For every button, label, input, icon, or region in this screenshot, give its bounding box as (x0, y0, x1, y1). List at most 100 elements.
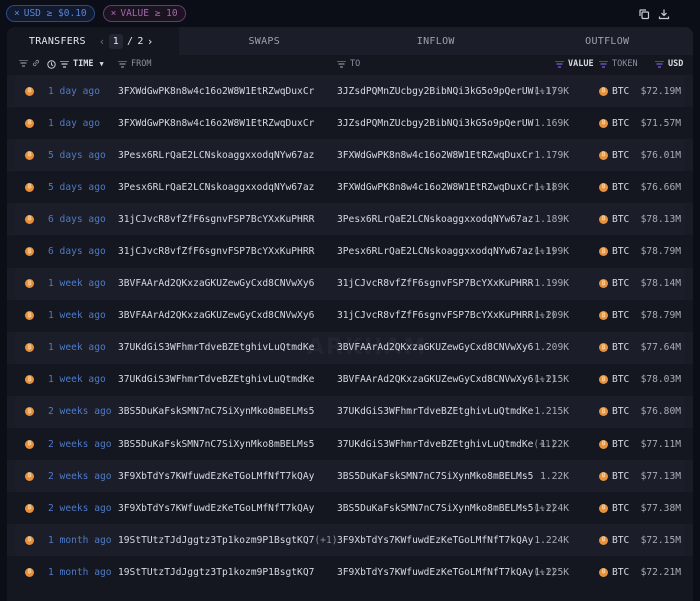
from-address[interactable]: 3F9XbTdYs7KWfuwdEzKeTGoLMfNfT7kQAy (118, 502, 315, 514)
tab-transfers[interactable]: TRANSFERS ‹ 1 / 2 › (7, 27, 179, 55)
current-page[interactable]: 1 (108, 33, 124, 49)
table-row[interactable]: ₿ 2 weeks ago 3BS5DuKaFskSMN7nC7SiXynMko… (7, 428, 693, 460)
to-address[interactable]: 3F9XbTdYs7KWfuwdEzKeTGoLMfNfT7kQAy (+1) (337, 566, 557, 578)
time-link[interactable]: 6 days ago (48, 213, 106, 225)
token-cell[interactable]: ₿ BTC (599, 300, 629, 332)
token-cell[interactable]: ₿ BTC (599, 75, 629, 107)
time-link[interactable]: 5 days ago (48, 149, 106, 161)
to-address[interactable]: 3Pesx6RLrQaE2LCNskoaggxxodqNYw67az (337, 213, 534, 225)
copy-icon[interactable] (638, 8, 650, 20)
time-link[interactable]: 1 week ago (48, 374, 106, 386)
time-link[interactable]: 1 week ago (48, 278, 106, 290)
filter-icon[interactable] (118, 60, 127, 68)
table-row[interactable]: ₿ 2 weeks ago 3F9XbTdYs7KWfuwdEzKeTGoLMf… (7, 492, 693, 524)
token-cell[interactable]: ₿ BTC (599, 332, 629, 364)
header-to[interactable]: TO (337, 59, 360, 69)
time-link[interactable]: 1 month ago (48, 534, 112, 546)
table-row[interactable]: ₿ 1 month ago 19StTUtzTJdJggtz3Tp1kozm9P… (7, 524, 693, 557)
from-address[interactable]: 3FXWdGwPK8n8w4c16o2W8W1EtRZwqDuxCr (118, 117, 315, 129)
token-cell[interactable]: ₿ BTC (599, 428, 629, 460)
filter-icon[interactable] (19, 59, 28, 67)
time-link[interactable]: 2 weeks ago (48, 470, 112, 482)
from-address[interactable]: 3F9XbTdYs7KWfuwdEzKeTGoLMfNfT7kQAy (118, 470, 315, 482)
time-link[interactable]: 1 week ago (48, 310, 106, 322)
from-address[interactable]: 3Pesx6RLrQaE2LCNskoaggxxodqNYw67az (118, 181, 315, 193)
from-address[interactable]: 3Pesx6RLrQaE2LCNskoaggxxodqNYw67az (118, 149, 315, 161)
time-link[interactable]: 6 days ago (48, 246, 106, 258)
token-cell[interactable]: ₿ BTC (599, 460, 629, 492)
from-address[interactable]: 37UKdGiS3WFhmrTdveBZEtghivLuQtmdKe (118, 342, 315, 354)
to-address[interactable]: 37UKdGiS3WFhmrTdveBZEtghivLuQtmdKe (337, 406, 534, 418)
table-row[interactable]: ₿ 2 weeks ago 3BS5DuKaFskSMN7nC7SiXynMko… (7, 395, 693, 429)
time-link[interactable]: 2 weeks ago (48, 406, 112, 418)
time-link[interactable]: 2 weeks ago (48, 438, 112, 450)
from-address[interactable]: 31jCJvcR8vfZfF6sgnvFSP7BcYXxKuPHRR (118, 213, 315, 225)
filter-active-icon[interactable] (555, 60, 564, 68)
table-row[interactable]: ₿ 1 week ago 3BVFAArAd2QKxzaGKUZewGyCxd8… (7, 300, 693, 332)
table-row[interactable]: ₿ 1 week ago 37UKdGiS3WFhmrTdveBZEtghivL… (7, 331, 693, 364)
filter-icon[interactable] (60, 60, 69, 68)
header-time[interactable]: TIME ▼ (47, 59, 104, 69)
time-link[interactable]: 1 day ago (48, 117, 100, 129)
table-row[interactable]: ₿ 1 week ago 37UKdGiS3WFhmrTdveBZEtghivL… (7, 364, 693, 396)
to-address[interactable]: 3JZsdPQMnZUcbgy2BibNQi3kG5o9pQerUW (+1) (337, 85, 557, 97)
from-address[interactable]: 19StTUtzTJdJggtz3Tp1kozm9P1BsgtKQ7 (118, 566, 315, 578)
remove-filter-icon[interactable]: × (110, 8, 117, 19)
from-address[interactable]: 3FXWdGwPK8n8w4c16o2W8W1EtRZwqDuxCr (118, 85, 315, 97)
tab-outflow[interactable]: OUTFLOW (521, 27, 693, 55)
token-cell[interactable]: ₿ BTC (599, 235, 629, 267)
to-address[interactable]: 3FXWdGwPK8n8w4c16o2W8W1EtRZwqDuxCr (+1) (337, 181, 557, 193)
to-address[interactable]: 3F9XbTdYs7KWfuwdEzKeTGoLMfNfT7kQAy (337, 534, 534, 546)
token-cell[interactable]: ₿ BTC (599, 203, 629, 235)
header-value[interactable]: VALUE (555, 59, 594, 69)
filter-icon[interactable] (337, 60, 346, 68)
token-cell[interactable]: ₿ BTC (599, 139, 629, 171)
filter-chip-usd[interactable]: × USD ≥ $0.10 (6, 5, 95, 22)
from-address[interactable]: 3BVFAArAd2QKxzaGKUZewGyCxd8CNVwXy6 (118, 278, 315, 290)
to-address[interactable]: 3JZsdPQMnZUcbgy2BibNQi3kG5o9pQerUW (337, 117, 534, 129)
from-address[interactable]: 3BS5DuKaFskSMN7nC7SiXynMko8mBELMs5 (118, 438, 315, 450)
from-address[interactable]: 3BS5DuKaFskSMN7nC7SiXynMko8mBELMs5 (118, 406, 315, 418)
time-link[interactable]: 1 day ago (48, 85, 100, 97)
header-token[interactable]: TOKEN (599, 59, 638, 69)
token-cell[interactable]: ₿ BTC (599, 396, 629, 428)
table-row[interactable]: ₿ 2 weeks ago 3F9XbTdYs7KWfuwdEzKeTGoLMf… (7, 460, 693, 493)
to-address[interactable]: 3FXWdGwPK8n8w4c16o2W8W1EtRZwqDuxCr (337, 149, 534, 161)
table-row[interactable]: ₿ 1 day ago 3FXWdGwPK8n8w4c16o2W8W1EtRZw… (7, 75, 693, 108)
from-address[interactable]: 19StTUtzTJdJggtz3Tp1kozm9P1BsgtKQ7 (+1) (118, 534, 338, 546)
table-row[interactable]: ₿ 1 week ago 3BVFAArAd2QKxzaGKUZewGyCxd8… (7, 267, 693, 300)
filter-active-icon[interactable] (655, 60, 664, 68)
token-cell[interactable]: ₿ BTC (599, 524, 629, 556)
token-cell[interactable]: ₿ BTC (599, 171, 629, 203)
to-address[interactable]: 3Pesx6RLrQaE2LCNskoaggxxodqNYw67az (+1) (337, 246, 557, 258)
to-address[interactable]: 3BVFAArAd2QKxzaGKUZewGyCxd8CNVwXy6 (+1) (337, 374, 557, 386)
header-from[interactable]: FROM (118, 59, 151, 69)
to-address[interactable]: 3BS5DuKaFskSMN7nC7SiXynMko8mBELMs5 (337, 470, 534, 482)
table-row[interactable]: ₿ 6 days ago 31jCJvcR8vfZfF6sgnvFSP7BcYX… (7, 203, 693, 236)
time-link[interactable]: 1 month ago (48, 566, 112, 578)
time-link[interactable]: 2 weeks ago (48, 502, 112, 514)
table-row[interactable]: ₿ 1 day ago 3FXWdGwPK8n8w4c16o2W8W1EtRZw… (7, 107, 693, 139)
to-address[interactable]: 31jCJvcR8vfZfF6sgnvFSP7BcYXxKuPHRR (337, 278, 534, 290)
token-cell[interactable]: ₿ BTC (599, 556, 629, 588)
to-address[interactable]: 3BVFAArAd2QKxzaGKUZewGyCxd8CNVwXy6 (337, 342, 534, 354)
filter-active-icon[interactable] (599, 60, 608, 68)
to-address[interactable]: 3BS5DuKaFskSMN7nC7SiXynMko8mBELMs5 (+1) (337, 502, 557, 514)
from-address[interactable]: 37UKdGiS3WFhmrTdveBZEtghivLuQtmdKe (118, 374, 315, 386)
token-cell[interactable]: ₿ BTC (599, 268, 629, 300)
header-usd[interactable]: USD (655, 59, 683, 69)
next-page-button[interactable]: › (146, 34, 154, 48)
table-row[interactable]: ₿ 1 month ago 19StTUtzTJdJggtz3Tp1kozm9P… (7, 556, 693, 588)
tab-swaps[interactable]: SWAPS (178, 27, 350, 55)
tab-inflow[interactable]: INFLOW (350, 27, 522, 55)
filter-chip-value[interactable]: × VALUE ≥ 10 (102, 5, 186, 22)
download-icon[interactable] (658, 8, 670, 20)
from-address[interactable]: 3BVFAArAd2QKxzaGKUZewGyCxd8CNVwXy6 (118, 310, 315, 322)
table-row[interactable]: ₿ 5 days ago 3Pesx6RLrQaE2LCNskoaggxxodq… (7, 139, 693, 172)
token-cell[interactable]: ₿ BTC (599, 364, 629, 396)
time-link[interactable]: 5 days ago (48, 181, 106, 193)
token-cell[interactable]: ₿ BTC (599, 492, 629, 524)
table-row[interactable]: ₿ 6 days ago 31jCJvcR8vfZfF6sgnvFSP7BcYX… (7, 235, 693, 267)
table-row[interactable]: ₿ 5 days ago 3Pesx6RLrQaE2LCNskoaggxxodq… (7, 171, 693, 203)
sort-desc-icon[interactable]: ▼ (99, 60, 104, 68)
